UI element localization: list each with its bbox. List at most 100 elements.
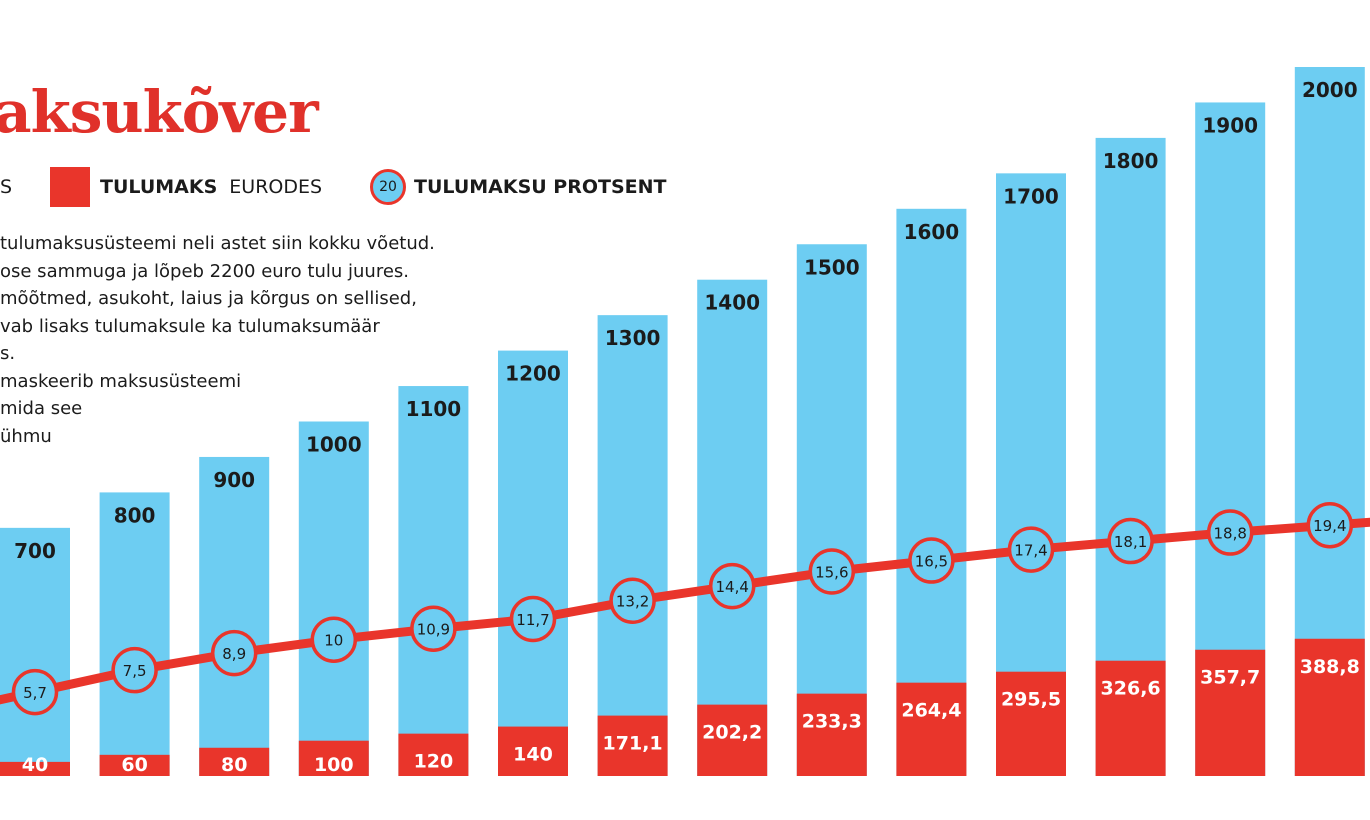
tax-bar [99, 754, 170, 776]
income-label: 700 [14, 539, 56, 563]
note-line: vab lisaks tulumaksule ka tulumaksumäär [0, 315, 380, 337]
tax-bar [896, 682, 967, 776]
percent-marker [11, 668, 59, 716]
tax-label: 388,8 [1300, 656, 1360, 678]
note-line: s. [0, 343, 16, 364]
legend-income-label: S [0, 176, 13, 198]
income-label: 800 [114, 503, 156, 527]
percent-label: 7,5 [123, 662, 147, 680]
tax-label: 233,3 [802, 711, 862, 733]
legend-tax-rest: EURODES [223, 176, 323, 198]
note-line: tulumaksusüsteemi neli astet siin kokku … [0, 233, 435, 254]
percent-marker [310, 616, 358, 663]
tax-bar [1294, 638, 1365, 776]
percent-label: 13,2 [616, 593, 649, 611]
legend-percent-label: TULUMAKSU PROTSENT [414, 176, 667, 198]
percent-marker [410, 605, 457, 652]
income-label: 1300 [605, 326, 661, 350]
note-line: maskeerib maksusüsteemi [0, 370, 242, 392]
percent-label: 11,7 [516, 611, 549, 629]
percent-marker [708, 562, 756, 610]
tax-bar [199, 747, 270, 776]
tax-bar [996, 671, 1066, 776]
income-label: 1100 [406, 397, 462, 421]
tax-bar [298, 740, 369, 776]
legend-tax-bold: TULUMAKS [100, 176, 218, 198]
tax-bar [498, 726, 568, 776]
income-label: 1000 [306, 433, 362, 457]
income-bar [99, 492, 170, 776]
income-label: 1500 [804, 255, 860, 279]
note-line: mõõtmed, asukoht, laius ja kõrgus on sel… [0, 288, 417, 309]
tax-label: 120 [414, 751, 454, 773]
percent-marker [1107, 517, 1154, 565]
tax-label: 40 [22, 754, 48, 776]
tax-label: 202,2 [702, 722, 762, 744]
percent-marker [609, 577, 656, 624]
tax-bar [697, 704, 768, 776]
tax-label: 171,1 [603, 733, 663, 755]
percent-label: 14,4 [715, 578, 748, 596]
tax-label: 80 [221, 754, 247, 776]
income-bar [498, 350, 568, 776]
income-label: 2000 [1302, 78, 1358, 102]
legend-tax-swatch [50, 167, 90, 207]
income-bar [298, 421, 369, 776]
percent-label: 10,9 [417, 621, 450, 639]
tax-bar [398, 733, 469, 776]
tax-bar [796, 693, 867, 776]
percent-label: 18,1 [1114, 533, 1147, 551]
percent-marker [908, 537, 955, 584]
tax-label: 140 [513, 744, 553, 766]
tax-label: 264,4 [901, 700, 961, 722]
income-bar [199, 456, 270, 776]
percent-label: 19,4 [1313, 517, 1346, 535]
percent-marker [1007, 526, 1055, 573]
legend-income: S [0, 165, 12, 209]
income-bar [796, 244, 867, 776]
percent-label: 18,8 [1213, 525, 1246, 543]
income-label: 1600 [904, 220, 960, 244]
income-label: 1700 [1003, 184, 1059, 208]
percent-label: 10 [324, 632, 343, 650]
note-line: ühmu [0, 425, 52, 447]
income-bar [398, 386, 469, 776]
income-bar [0, 527, 70, 776]
income-bar [697, 279, 768, 776]
tax-bar [0, 761, 70, 776]
legend-percent: 20 TULUMAKSU PROTSENT [370, 165, 673, 209]
income-bar [597, 315, 668, 776]
tax-bar [1095, 660, 1166, 776]
tax-label: 326,6 [1101, 678, 1161, 700]
percent-marker [111, 646, 158, 694]
legend-percent-circle: 20 [370, 169, 406, 205]
percent-marker [1306, 501, 1354, 549]
tax-label: 100 [314, 754, 354, 776]
percent-marker [808, 548, 856, 595]
income-label: 1800 [1103, 149, 1159, 173]
percent-marker [509, 595, 557, 643]
note-line: ose sammuga ja lõpeb 2200 euro tulu juur… [0, 260, 410, 282]
tax-label: 357,7 [1200, 667, 1260, 689]
percent-marker [1206, 509, 1254, 556]
note-line: mida see [0, 398, 83, 419]
income-bar [896, 208, 967, 777]
legend: S TULUMAKS EURODES 20 TULUMAKSU PROTSENT [0, 165, 700, 209]
tax-bar [1195, 649, 1266, 776]
percent-marker [210, 629, 258, 677]
tax-label: 295,5 [1001, 689, 1061, 711]
legend-tax: TULUMAKS EURODES [50, 165, 322, 209]
income-label: 1900 [1202, 113, 1258, 137]
income-label: 900 [213, 468, 255, 492]
tax-label: 60 [121, 754, 147, 776]
tax-bar [597, 715, 668, 776]
percent-label: 16,5 [915, 553, 948, 571]
percent-label: 17,4 [1014, 542, 1047, 560]
income-label: 1200 [505, 362, 561, 386]
percent-label: 5,7 [23, 684, 47, 702]
income-label: 1400 [704, 291, 760, 315]
explanation-text: tulumaksusüsteemi neli astet siin kokku … [0, 230, 560, 450]
percent-label: 15,6 [815, 563, 848, 581]
percent-line [0, 517, 1370, 705]
